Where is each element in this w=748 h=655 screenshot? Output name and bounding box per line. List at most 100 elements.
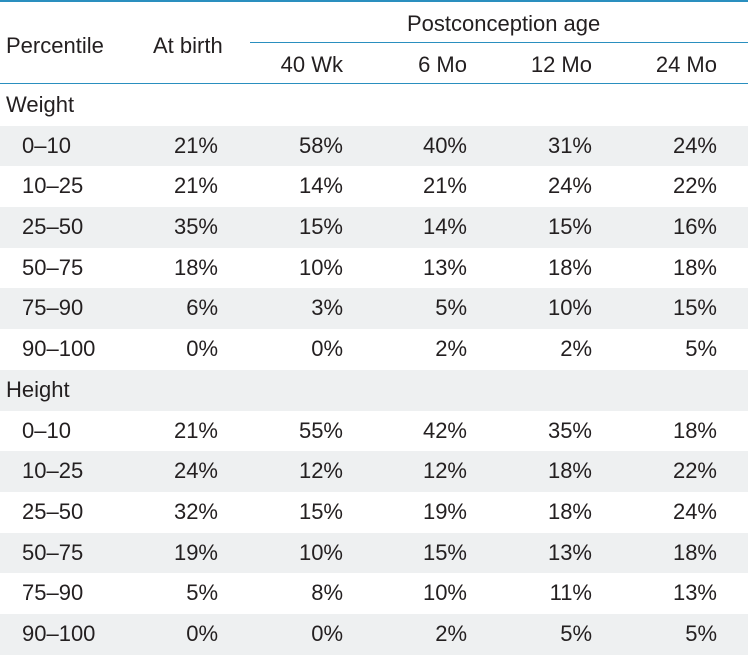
value-cell: 5% xyxy=(685,620,717,646)
value-cell: 13% xyxy=(547,539,592,565)
value-cell: 0% xyxy=(186,336,218,362)
table-row: 25–50 35% 15% 14% 15% 16% xyxy=(0,207,748,248)
percentile-cell: 0–10 xyxy=(22,417,71,443)
value-cell: 19% xyxy=(173,539,218,565)
value-cell: 55% xyxy=(298,417,343,443)
header-24mo: 24 Mo xyxy=(655,52,717,77)
value-cell: 35% xyxy=(173,214,218,240)
value-cell: 22% xyxy=(672,173,717,199)
table-row: 50–75 19% 10% 15% 13% 18% xyxy=(0,532,748,574)
value-cell: 10% xyxy=(547,295,592,321)
percentile-cell: 10–25 xyxy=(22,173,84,199)
percentile-cell: 25–50 xyxy=(22,498,84,524)
value-cell: 15% xyxy=(422,539,467,565)
value-cell: 21% xyxy=(422,173,467,199)
value-cell: 10% xyxy=(298,539,343,565)
header-at-birth: At birth xyxy=(153,33,223,58)
table-row: 50–75 18% 10% 13% 18% 18% xyxy=(0,248,748,289)
percentile-cell: 25–50 xyxy=(22,214,84,240)
value-cell: 15% xyxy=(298,214,343,240)
value-cell: 5% xyxy=(186,580,218,606)
table-row: 75–90 6% 3% 5% 10% 15% xyxy=(0,288,748,330)
value-cell: 24% xyxy=(173,458,218,484)
value-cell: 18% xyxy=(547,498,592,524)
section-row: Weight xyxy=(0,85,748,126)
table-row: 90–100 0% 0% 2% 2% 5% xyxy=(0,329,748,370)
percentile-cell: 90–100 xyxy=(22,620,96,646)
value-cell: 5% xyxy=(685,336,717,362)
percentile-cell: 90–100 xyxy=(22,336,96,362)
value-cell: 12% xyxy=(298,458,343,484)
percentile-cell: 75–90 xyxy=(22,580,84,606)
value-cell: 10% xyxy=(422,580,467,606)
value-cell: 18% xyxy=(672,539,717,565)
section-row: Height xyxy=(0,369,748,411)
value-cell: 31% xyxy=(547,132,592,158)
percentile-cell: 10–25 xyxy=(22,458,84,484)
value-cell: 16% xyxy=(672,214,717,240)
value-cell: 11% xyxy=(549,580,592,606)
value-cell: 21% xyxy=(173,173,218,199)
header-rule xyxy=(0,83,748,84)
value-cell: 14% xyxy=(298,173,343,199)
value-cell: 24% xyxy=(672,498,717,524)
table-row: 10–25 21% 14% 21% 24% 22% xyxy=(0,166,748,207)
header-postconception-age: Postconception age xyxy=(407,11,601,36)
table-header: Percentile At birth Postconception age 4… xyxy=(0,2,748,85)
value-cell: 14% xyxy=(422,214,467,240)
value-cell: 15% xyxy=(298,498,343,524)
percentile-cell: 50–75 xyxy=(22,539,84,565)
value-cell: 18% xyxy=(672,254,717,280)
value-cell: 15% xyxy=(547,214,592,240)
value-cell: 32% xyxy=(173,498,218,524)
header-6mo: 6 Mo xyxy=(418,52,467,77)
value-cell: 40% xyxy=(422,132,467,158)
table-row: 25–50 32% 15% 19% 18% 24% xyxy=(0,492,748,533)
value-cell: 0% xyxy=(311,336,343,362)
value-cell: 24% xyxy=(672,132,717,158)
value-cell: 0% xyxy=(186,620,218,646)
table-row: 10–25 24% 12% 12% 18% 22% xyxy=(0,451,748,492)
header-40wk: 40 Wk xyxy=(280,52,343,77)
table-row: 75–90 5% 8% 10% 11% 13% xyxy=(0,573,748,614)
value-cell: 5% xyxy=(435,295,467,321)
value-cell: 18% xyxy=(547,254,592,280)
percentile-cell: 0–10 xyxy=(22,132,71,158)
value-cell: 2% xyxy=(435,336,467,362)
table-row: 90–100 0% 0% 2% 5% 5% xyxy=(0,613,748,655)
header-group-rule xyxy=(250,42,748,43)
value-cell: 19% xyxy=(422,498,467,524)
value-cell: 12% xyxy=(422,458,467,484)
value-cell: 8% xyxy=(311,580,343,606)
value-cell: 2% xyxy=(560,336,592,362)
value-cell: 13% xyxy=(422,254,467,280)
table-body: Weight 0–10 21% 58% 40% 31% 24% 10–25 21% 14% 21% 2… xyxy=(0,85,748,655)
table-row: 0–10 21% 58% 40% 31% 24% xyxy=(0,125,748,167)
value-cell: 5% xyxy=(560,620,592,646)
value-cell: 21% xyxy=(173,132,218,158)
value-cell: 0% xyxy=(311,620,343,646)
value-cell: 15% xyxy=(672,295,717,321)
value-cell: 18% xyxy=(547,458,592,484)
value-cell: 18% xyxy=(173,254,218,280)
header-percentile: Percentile xyxy=(6,33,104,58)
header-12mo: 12 Mo xyxy=(530,52,592,77)
value-cell: 13% xyxy=(672,580,717,606)
percentile-cell: 75–90 xyxy=(22,295,84,321)
percentile-cell: 50–75 xyxy=(22,254,84,280)
value-cell: 42% xyxy=(422,417,467,443)
value-cell: 24% xyxy=(547,173,592,199)
value-cell: 18% xyxy=(672,417,717,443)
section-title: Height xyxy=(6,376,70,402)
section-title: Weight xyxy=(6,92,75,117)
value-cell: 21% xyxy=(173,417,218,443)
table-row: 0–10 21% 55% 42% 35% 18% xyxy=(0,411,748,452)
value-cell: 6% xyxy=(186,295,218,321)
value-cell: 22% xyxy=(672,458,717,484)
value-cell: 35% xyxy=(547,417,592,443)
value-cell: 2% xyxy=(435,620,467,646)
value-cell: 3% xyxy=(311,295,343,321)
value-cell: 58% xyxy=(298,132,343,158)
value-cell: 10% xyxy=(298,254,343,280)
